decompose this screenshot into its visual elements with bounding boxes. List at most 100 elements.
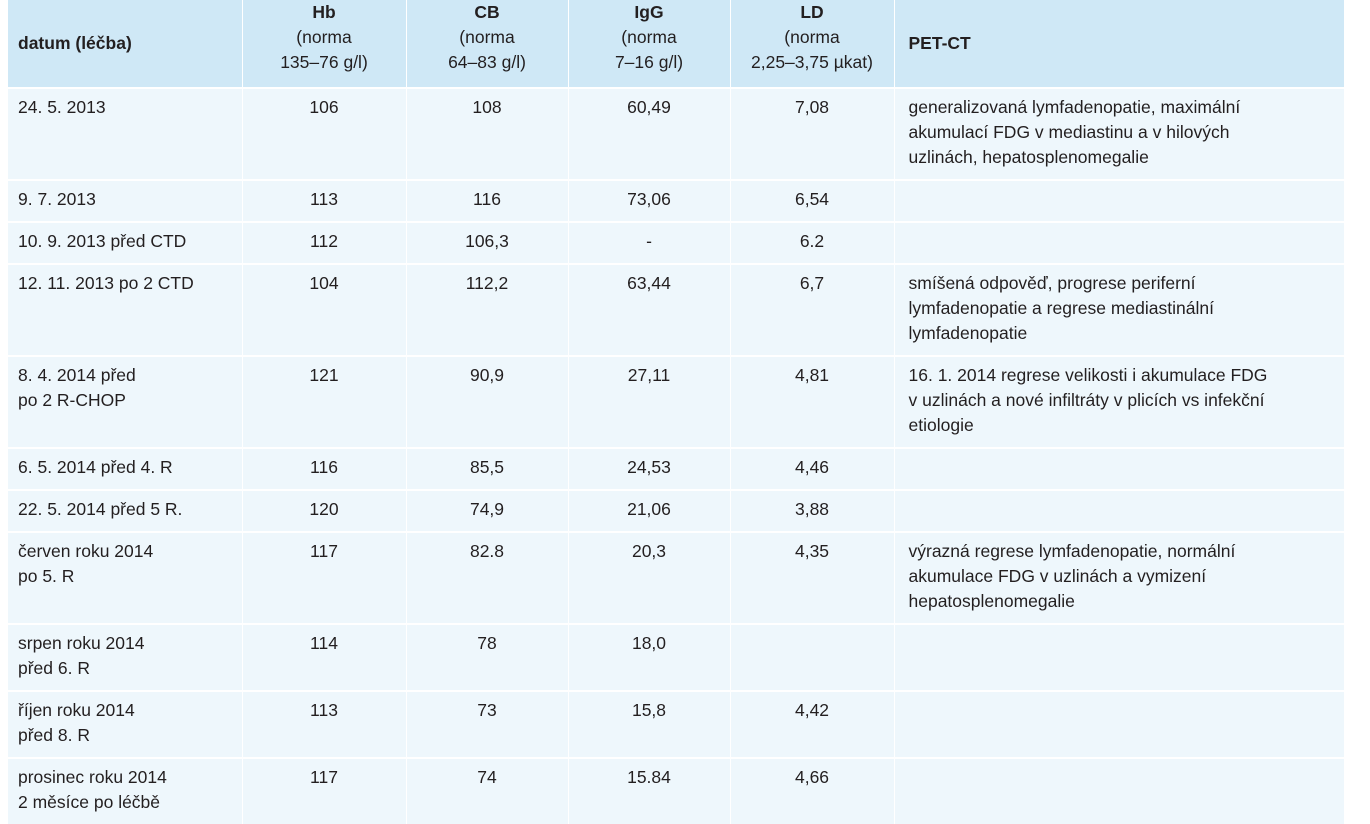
cell-hb: 117	[242, 757, 407, 824]
cell-ld: 6,7	[730, 263, 895, 356]
cell-text-line: prosinec roku 2014	[18, 767, 167, 787]
cell-cb: 74,9	[406, 489, 569, 532]
table-body: 24. 5. 2013 106 108 60,49 7,08 generalizovaná…	[8, 87, 1344, 824]
table-row: 8. 4. 2014 před po 2 R-CHOP 121 90,9 27,11 4,…	[8, 355, 1344, 448]
cell-text-line: akumulací FDG v mediastinu a v hilových	[908, 122, 1230, 142]
cell-text-line: akumulace FDG v uzlinách a vymizení	[908, 566, 1207, 586]
cell-igg: 20,3	[568, 531, 731, 624]
cell-ld: 4,42	[730, 690, 895, 758]
table-row: 10. 9. 2013 před CTD 112 106,3 - 6.2	[8, 221, 1344, 264]
cell-hb-value: 104	[309, 273, 339, 293]
cell-date: 6. 5. 2014 před 4. R	[8, 447, 243, 490]
cell-hb-value: 113	[310, 189, 338, 209]
cell-ld: 4,81	[730, 355, 895, 448]
cell-hb-value: 117	[310, 541, 338, 561]
cell-pet-ct: generalizovaná lymfadenopatie, maximální…	[894, 87, 1344, 180]
cell-date: 24. 5. 2013	[8, 87, 243, 180]
cell-hb-value: 121	[309, 365, 339, 385]
cell-cb-value: 74,9	[469, 499, 505, 519]
cell-date: 10. 9. 2013 před CTD	[8, 221, 243, 264]
table-row: 24. 5. 2013 106 108 60,49 7,08 generalizovaná…	[8, 87, 1344, 180]
cell-igg: 73,06	[568, 179, 731, 222]
cell-text-line: před 6. R	[18, 658, 90, 678]
cell-pet-ct: výrazná regrese lymfadenopatie, normální…	[894, 531, 1344, 624]
cell-hb-value: 120	[309, 499, 339, 519]
table-row: prosinec roku 2014 2 měsíce po léčbě 117 74…	[8, 757, 1344, 824]
cell-ld: 4,66	[730, 757, 895, 824]
cell-pet-ct	[894, 623, 1344, 691]
cell-cb-value: 106,3	[465, 231, 509, 251]
table-row: 22. 5. 2014 před 5 R. 120 74,9 21,06 3,88	[8, 489, 1344, 532]
cell-ld-value: 4,46	[794, 457, 830, 477]
table-row: 9. 7. 2013 113 116 73,06 6,54	[8, 179, 1344, 222]
cell-hb: 114	[242, 623, 407, 691]
cell-igg-value: 21,06	[627, 499, 671, 519]
cell-hb: 112	[242, 221, 407, 264]
cell-date: srpen roku 2014 před 6. R	[8, 623, 243, 691]
cell-text-line: po 2 R-CHOP	[18, 390, 126, 410]
cell-hb: 121	[242, 355, 407, 448]
cell-pet-ct: 16. 1. 2014 regrese velikosti i akumulac…	[894, 355, 1344, 448]
cell-text-line: srpen roku 2014	[18, 633, 145, 653]
cell-ld: 7,08	[730, 87, 895, 180]
cell-igg: 21,06	[568, 489, 731, 532]
cell-pet-ct	[894, 757, 1344, 824]
cell-cb: 85,5	[406, 447, 569, 490]
cell-igg-value: 60,49	[627, 97, 671, 117]
cell-pet-ct	[894, 447, 1344, 490]
cell-text-line: před 8. R	[18, 725, 90, 745]
lab-results-table-container: datum (léčba) Hb (norma 135–76 g/l) CB (…	[8, 0, 1344, 824]
cell-igg-value: 15.84	[627, 767, 671, 787]
cell-cb: 112,2	[406, 263, 569, 356]
cell-hb: 113	[242, 690, 407, 758]
lab-results-table: datum (léčba) Hb (norma 135–76 g/l) CB (…	[8, 0, 1344, 824]
cell-igg-value: 18,0	[631, 633, 667, 653]
table-row: říjen roku 2014 před 8. R 113 73 15,8 4,42	[8, 690, 1344, 758]
cell-text-line: červen roku 2014	[18, 541, 154, 561]
cell-cb: 90,9	[406, 355, 569, 448]
cell-ld-value: 6,7	[799, 273, 825, 293]
cell-text-line: smíšená odpověď, progrese periferní	[908, 273, 1196, 293]
cell-pet-ct	[894, 690, 1344, 758]
cell-text-line: uzlinách, hepatosplenomegalie	[908, 147, 1149, 167]
cell-cb: 106,3	[406, 221, 569, 264]
cell-ld: 6,54	[730, 179, 895, 222]
cell-ld-value: 4,42	[794, 700, 830, 720]
cell-ld-value: 3,88	[794, 499, 830, 519]
cell-pet-ct	[894, 221, 1344, 264]
table-row: 12. 11. 2013 po 2 CTD 104 112,2 63,44 6,7 smí…	[8, 263, 1344, 356]
cell-pet-ct	[894, 489, 1344, 532]
cell-hb: 113	[242, 179, 407, 222]
cell-text-line: 22. 5. 2014 před 5 R.	[18, 499, 183, 519]
cell-ld: 3,88	[730, 489, 895, 532]
cell-ld: 6.2	[730, 221, 895, 264]
cell-igg: 27,11	[568, 355, 731, 448]
cell-igg: 15.84	[568, 757, 731, 824]
cell-cb-value: 74	[477, 767, 497, 787]
cell-cb: 78	[406, 623, 569, 691]
cell-text-line: 10. 9. 2013 před CTD	[18, 231, 187, 251]
cell-cb-value: 108	[472, 97, 502, 117]
table-row: srpen roku 2014 před 6. R 114 78 18,0	[8, 623, 1344, 691]
cell-igg-value: 24,53	[627, 457, 671, 477]
cell-date: 22. 5. 2014 před 5 R.	[8, 489, 243, 532]
cell-cb-value: 78	[477, 633, 497, 653]
cell-igg-value: 15,8	[631, 700, 667, 720]
cell-text-line: v uzlinách a nové infiltráty v plicích v…	[908, 390, 1265, 410]
cell-hb: 120	[242, 489, 407, 532]
cell-pet-ct	[894, 179, 1344, 222]
header-pet-ct: PET-CT	[908, 33, 971, 53]
cell-hb: 106	[242, 87, 407, 180]
cell-text-line: 2 měsíce po léčbě	[18, 792, 161, 812]
cell-text-line: lymfadenopatie a regrese mediastinální	[908, 298, 1214, 318]
cell-date: 8. 4. 2014 před po 2 R-CHOP	[8, 355, 243, 448]
cell-ld-value: 6.2	[799, 231, 825, 251]
cell-cb-value: 116	[473, 189, 501, 209]
cell-ld-value: 6,54	[794, 189, 830, 209]
table-row: červen roku 2014 po 5. R 117 82.8 20,3 4,35 vý…	[8, 531, 1344, 624]
cell-pet-ct: smíšená odpověď, progrese periferní lymfa…	[894, 263, 1344, 356]
cell-igg: 18,0	[568, 623, 731, 691]
cell-igg-value: 27,11	[627, 365, 671, 385]
cell-date: 9. 7. 2013	[8, 179, 243, 222]
cell-igg: 60,49	[568, 87, 731, 180]
